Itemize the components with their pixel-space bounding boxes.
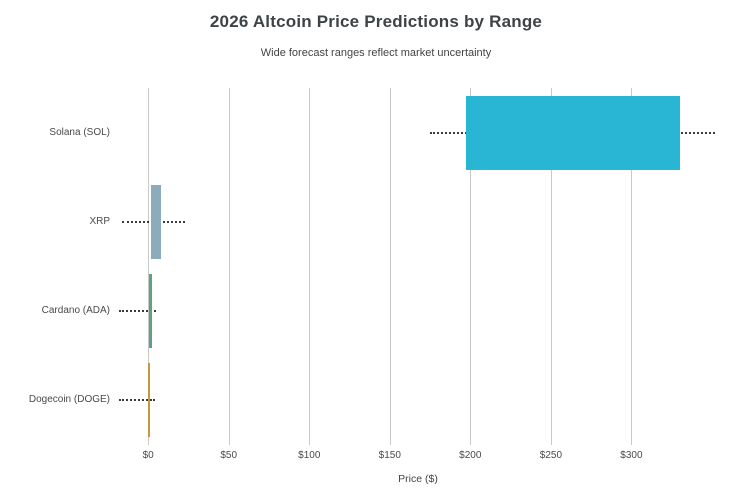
x-tick-label: $150 (378, 450, 401, 461)
y-category-label: Dogecoin (DOGE) (28, 394, 110, 406)
x-tick-label: $50 (220, 450, 238, 461)
whisker-dogecoin-doge- (119, 399, 155, 402)
x-tick-label: $300 (620, 450, 643, 461)
gridline-x300 (631, 88, 633, 445)
x-tick-label: $100 (298, 450, 321, 461)
gridline-x0 (148, 88, 150, 445)
gridline-x150 (389, 88, 391, 445)
gridline-x200 (470, 88, 472, 445)
range-box-solana-sol- (465, 95, 680, 170)
x-axis-title: Price ($) (398, 473, 438, 485)
range-box-dogecoin-doge- (148, 363, 150, 438)
x-tick-label: $250 (539, 450, 563, 461)
gridline-x50 (228, 88, 230, 445)
y-category-label: XRP (89, 215, 110, 227)
gridline-x250 (550, 88, 552, 445)
x-tick-label: $200 (459, 450, 482, 461)
range-box-cardano-ada- (148, 274, 153, 349)
y-category-label: Solana (SOL) (49, 126, 110, 138)
gridline-x100 (309, 88, 311, 445)
x-tick-label: $0 (142, 450, 154, 461)
chart-title: 2026 Altcoin Price Predictions by Range (209, 12, 543, 31)
chart-subtitle: Wide forecast ranges reflect market unce… (260, 47, 492, 59)
range-box-xrp (150, 184, 162, 259)
y-category-label: Cardano (ADA) (41, 305, 110, 317)
plot-area (116, 88, 720, 445)
whisker-cardano-ada- (119, 310, 157, 313)
